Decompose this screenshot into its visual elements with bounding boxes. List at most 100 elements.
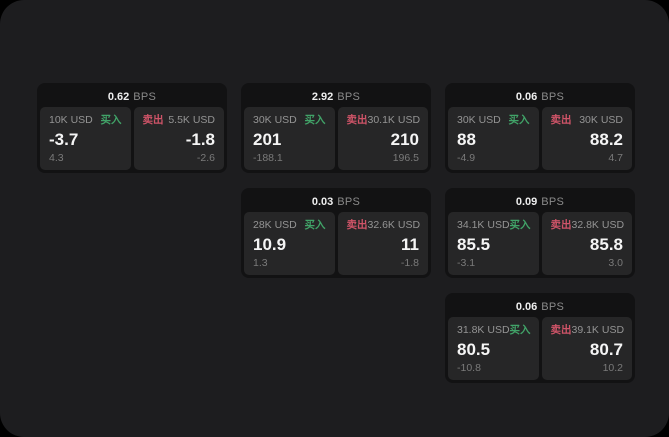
buy-panel-top: 30K USD 买入 [457,114,530,126]
sell-panel[interactable]: 卖出 39.1K USD 80.7 10.2 [541,317,632,380]
buy-panel[interactable]: 28K USD 买入 10.9 1.3 [244,212,335,275]
sell-value: 80.7 [589,339,623,359]
sell-panel[interactable]: 卖出 30K USD 88.2 4.7 [541,107,632,170]
buy-delta: -4.9 [457,152,476,164]
bps-value: 0.09 [515,195,538,208]
buy-side-label: 买入 [304,114,326,126]
buy-value: 85.5 [457,234,491,254]
sell-side-label: 卖出 [346,114,368,126]
buy-amount: 30K USD [253,114,297,126]
sell-side-label: 卖出 [550,324,572,336]
buy-amount: 34.1K USD [457,219,510,231]
sell-delta: 3.0 [608,257,623,269]
card-body: 31.8K USD 买入 80.5 -10.8 卖出 39.1K USD 80.… [448,317,632,380]
buy-panel-top: 34.1K USD 买入 [457,219,531,231]
card-header: 0.03 BPS [244,191,428,212]
buy-delta: 4.3 [49,152,64,164]
sell-panel[interactable]: 卖出 32.8K USD 85.8 3.0 [541,212,632,275]
buy-amount: 28K USD [253,219,297,231]
bps-value: 0.06 [515,90,538,103]
card-body: 28K USD 买入 10.9 1.3 卖出 32.6K USD 11 -1.8 [244,212,428,275]
buy-delta: -188.1 [253,152,283,164]
sell-amount: 30.1K USD [367,114,421,126]
buy-amount: 30K USD [457,114,501,126]
buy-delta: -10.8 [457,362,481,374]
card-header: 0.06 BPS [448,86,632,107]
card-body: 30K USD 买入 88 -4.9 卖出 30K USD 88.2 4.7 [448,107,632,170]
sell-delta: 196.5 [392,152,419,164]
sell-panel[interactable]: 卖出 5.5K USD -1.8 -2.6 [133,107,224,170]
sell-amount: 32.8K USD [571,219,625,231]
sell-value: 88.2 [589,129,623,149]
card-body: 30K USD 买入 201 -188.1 卖出 30.1K USD 210 1… [244,107,428,170]
buy-panel[interactable]: 31.8K USD 买入 80.5 -10.8 [448,317,539,380]
sell-panel-top: 卖出 30.1K USD [346,114,421,126]
buy-side-label: 买入 [509,219,531,231]
buy-amount: 10K USD [49,114,93,126]
sell-panel-top: 卖出 30K USD [551,114,624,126]
bps-value: 2.92 [311,90,334,103]
bps-unit-label: BPS [541,90,565,103]
sell-panel[interactable]: 卖出 30.1K USD 210 196.5 [337,107,428,170]
buy-value: 80.5 [457,339,491,359]
buy-panel[interactable]: 30K USD 买入 88 -4.9 [448,107,539,170]
buy-side-label: 买入 [508,114,530,126]
buy-side-label: 买入 [509,324,531,336]
buy-delta: -3.1 [457,257,476,269]
sell-panel[interactable]: 卖出 32.6K USD 11 -1.8 [337,212,428,275]
buy-value: 201 [253,129,282,149]
buy-value: 88 [457,129,476,149]
card-header: 0.09 BPS [448,191,632,212]
sell-amount: 30K USD [579,114,623,126]
bps-unit-label: BPS [541,195,565,208]
sell-amount: 5.5K USD [168,114,215,126]
bps-unit-label: BPS [337,90,361,103]
card-header: 0.62 BPS [40,86,224,107]
sell-amount: 39.1K USD [571,324,625,336]
bps-unit-label: BPS [541,300,565,313]
buy-panel-top: 31.8K USD 买入 [457,324,531,336]
sell-delta: 4.7 [608,152,623,164]
buy-panel-top: 30K USD 买入 [253,114,326,126]
buy-value: -3.7 [49,129,79,149]
buy-panel[interactable]: 30K USD 买入 201 -188.1 [244,107,335,170]
sell-value: 11 [401,234,419,254]
sell-panel-top: 卖出 39.1K USD [550,324,625,336]
sell-delta: 10.2 [602,362,623,374]
sell-value: 210 [390,129,419,149]
sell-panel-top: 卖出 32.8K USD [550,219,625,231]
sell-side-label: 卖出 [550,219,572,231]
buy-amount: 31.8K USD [457,324,510,336]
buy-panel[interactable]: 10K USD 买入 -3.7 4.3 [40,107,131,170]
sell-amount: 32.6K USD [367,219,421,231]
bps-value: 0.03 [311,195,334,208]
quote-card: 0.06 BPS 30K USD 买入 88 -4.9 卖出 30K USD 8… [445,83,635,173]
sell-value: 85.8 [589,234,623,254]
buy-panel-top: 28K USD 买入 [253,219,326,231]
quote-card: 0.06 BPS 31.8K USD 买入 80.5 -10.8 卖出 39.1… [445,293,635,383]
sell-value: -1.8 [185,129,215,149]
card-body: 34.1K USD 买入 85.5 -3.1 卖出 32.8K USD 85.8… [448,212,632,275]
buy-panel[interactable]: 34.1K USD 买入 85.5 -3.1 [448,212,539,275]
cards-grid: 0.62 BPS 10K USD 买入 -3.7 4.3 卖出 5.5K USD… [37,83,635,383]
bps-value: 0.06 [515,300,538,313]
card-body: 10K USD 买入 -3.7 4.3 卖出 5.5K USD -1.8 -2.… [40,107,224,170]
quote-card: 0.09 BPS 34.1K USD 买入 85.5 -3.1 卖出 32.8K… [445,188,635,278]
sell-panel-top: 卖出 32.6K USD [346,219,421,231]
quote-card: 2.92 BPS 30K USD 买入 201 -188.1 卖出 30.1K … [241,83,431,173]
card-header: 0.06 BPS [448,296,632,317]
bps-value: 0.62 [107,90,130,103]
bps-unit-label: BPS [337,195,361,208]
buy-panel-top: 10K USD 买入 [49,114,122,126]
buy-delta: 1.3 [253,257,268,269]
sell-delta: -2.6 [196,152,215,164]
buy-side-label: 买入 [100,114,122,126]
bps-unit-label: BPS [133,90,157,103]
sell-side-label: 卖出 [142,114,164,126]
buy-side-label: 买入 [304,219,326,231]
quote-card: 0.62 BPS 10K USD 买入 -3.7 4.3 卖出 5.5K USD… [37,83,227,173]
sell-side-label: 卖出 [346,219,368,231]
buy-value: 10.9 [253,234,287,254]
sell-panel-top: 卖出 5.5K USD [143,114,216,126]
